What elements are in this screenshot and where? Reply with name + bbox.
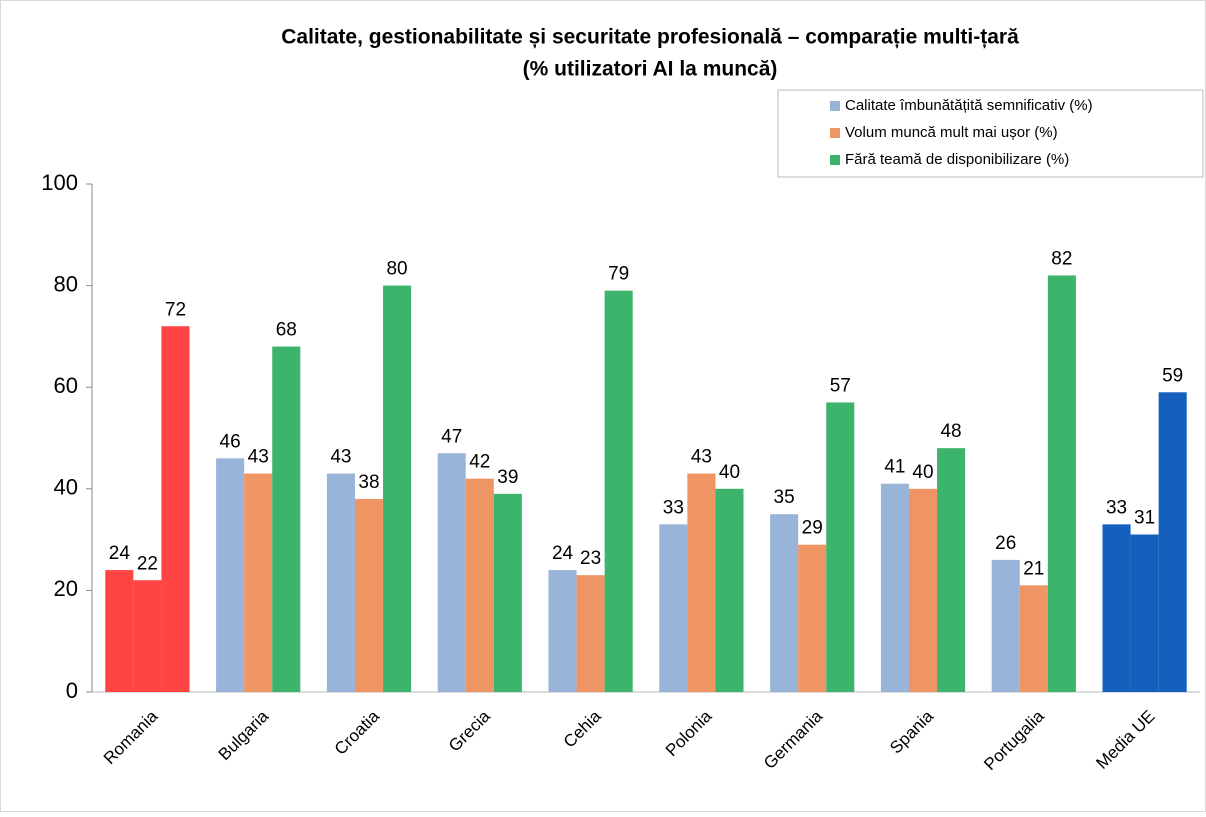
data-label: 26 xyxy=(995,533,1016,554)
chart-title: Calitate, gestionabilitate și securitate… xyxy=(281,26,1019,49)
data-label: 39 xyxy=(497,467,518,488)
bar xyxy=(548,570,577,692)
data-label: 43 xyxy=(330,447,351,468)
bar xyxy=(1019,585,1048,692)
data-label: 38 xyxy=(358,472,379,493)
bar xyxy=(1158,392,1187,692)
bar xyxy=(326,473,355,692)
bar xyxy=(770,514,799,692)
data-label: 57 xyxy=(830,375,851,396)
bar xyxy=(880,483,909,692)
bar xyxy=(354,498,384,692)
bar xyxy=(576,575,605,692)
bar xyxy=(991,559,1020,692)
bar xyxy=(659,524,688,692)
data-label: 43 xyxy=(248,447,269,468)
data-label: 79 xyxy=(608,264,629,285)
data-label: 35 xyxy=(774,487,795,508)
data-label: 33 xyxy=(1106,497,1127,518)
bar xyxy=(1047,275,1076,692)
bar xyxy=(937,448,966,692)
data-label: 68 xyxy=(276,320,297,341)
bar xyxy=(272,346,301,692)
data-label: 31 xyxy=(1134,508,1155,529)
bar xyxy=(161,326,190,692)
data-label: 48 xyxy=(940,421,961,442)
data-label: 59 xyxy=(1162,365,1183,386)
y-tick-label: 0 xyxy=(66,678,78,703)
bar xyxy=(715,488,744,692)
chart-subtitle: (% utilizatori AI la muncă) xyxy=(523,58,778,81)
data-label: 43 xyxy=(691,447,712,468)
bar xyxy=(908,488,938,692)
data-label: 82 xyxy=(1051,248,1072,269)
legend-label: Calitate îmbunătățită semnificativ (%) xyxy=(845,97,1093,114)
data-label: 23 xyxy=(580,548,601,569)
data-label: 40 xyxy=(912,462,933,483)
data-label: 41 xyxy=(884,457,905,478)
y-tick-label: 100 xyxy=(41,170,78,195)
bar xyxy=(216,458,245,692)
bar xyxy=(1130,534,1159,692)
data-label: 33 xyxy=(663,497,684,518)
bar xyxy=(687,473,716,692)
data-label: 80 xyxy=(386,259,407,280)
bar xyxy=(1102,524,1131,692)
y-tick-label: 80 xyxy=(54,271,78,296)
bar xyxy=(826,402,855,692)
legend-label: Volum muncă mult mai ușor (%) xyxy=(845,124,1058,141)
data-label: 24 xyxy=(109,543,131,564)
legend-swatch xyxy=(830,128,840,138)
bar xyxy=(133,580,162,692)
data-label: 22 xyxy=(137,553,158,574)
bar xyxy=(604,290,633,692)
legend-swatch xyxy=(830,155,840,165)
data-label: 21 xyxy=(1023,558,1044,579)
data-label: 47 xyxy=(441,426,462,447)
bar xyxy=(493,493,522,692)
y-tick-label: 20 xyxy=(54,576,78,601)
bar xyxy=(383,285,412,692)
legend-swatch xyxy=(830,101,840,111)
y-tick-label: 60 xyxy=(54,373,78,398)
data-label: 72 xyxy=(165,299,186,320)
bar xyxy=(465,478,494,692)
y-tick-label: 40 xyxy=(54,475,78,500)
legend-box xyxy=(777,89,1204,178)
bar xyxy=(798,544,827,692)
data-label: 40 xyxy=(719,462,740,483)
bar xyxy=(437,453,466,692)
bar xyxy=(105,570,134,692)
data-label: 24 xyxy=(552,543,574,564)
data-label: 42 xyxy=(469,452,490,473)
data-label: 46 xyxy=(220,431,241,452)
data-label: 29 xyxy=(802,518,823,539)
legend-label: Fără teamă de disponibilizare (%) xyxy=(845,151,1069,168)
bar xyxy=(244,473,273,692)
